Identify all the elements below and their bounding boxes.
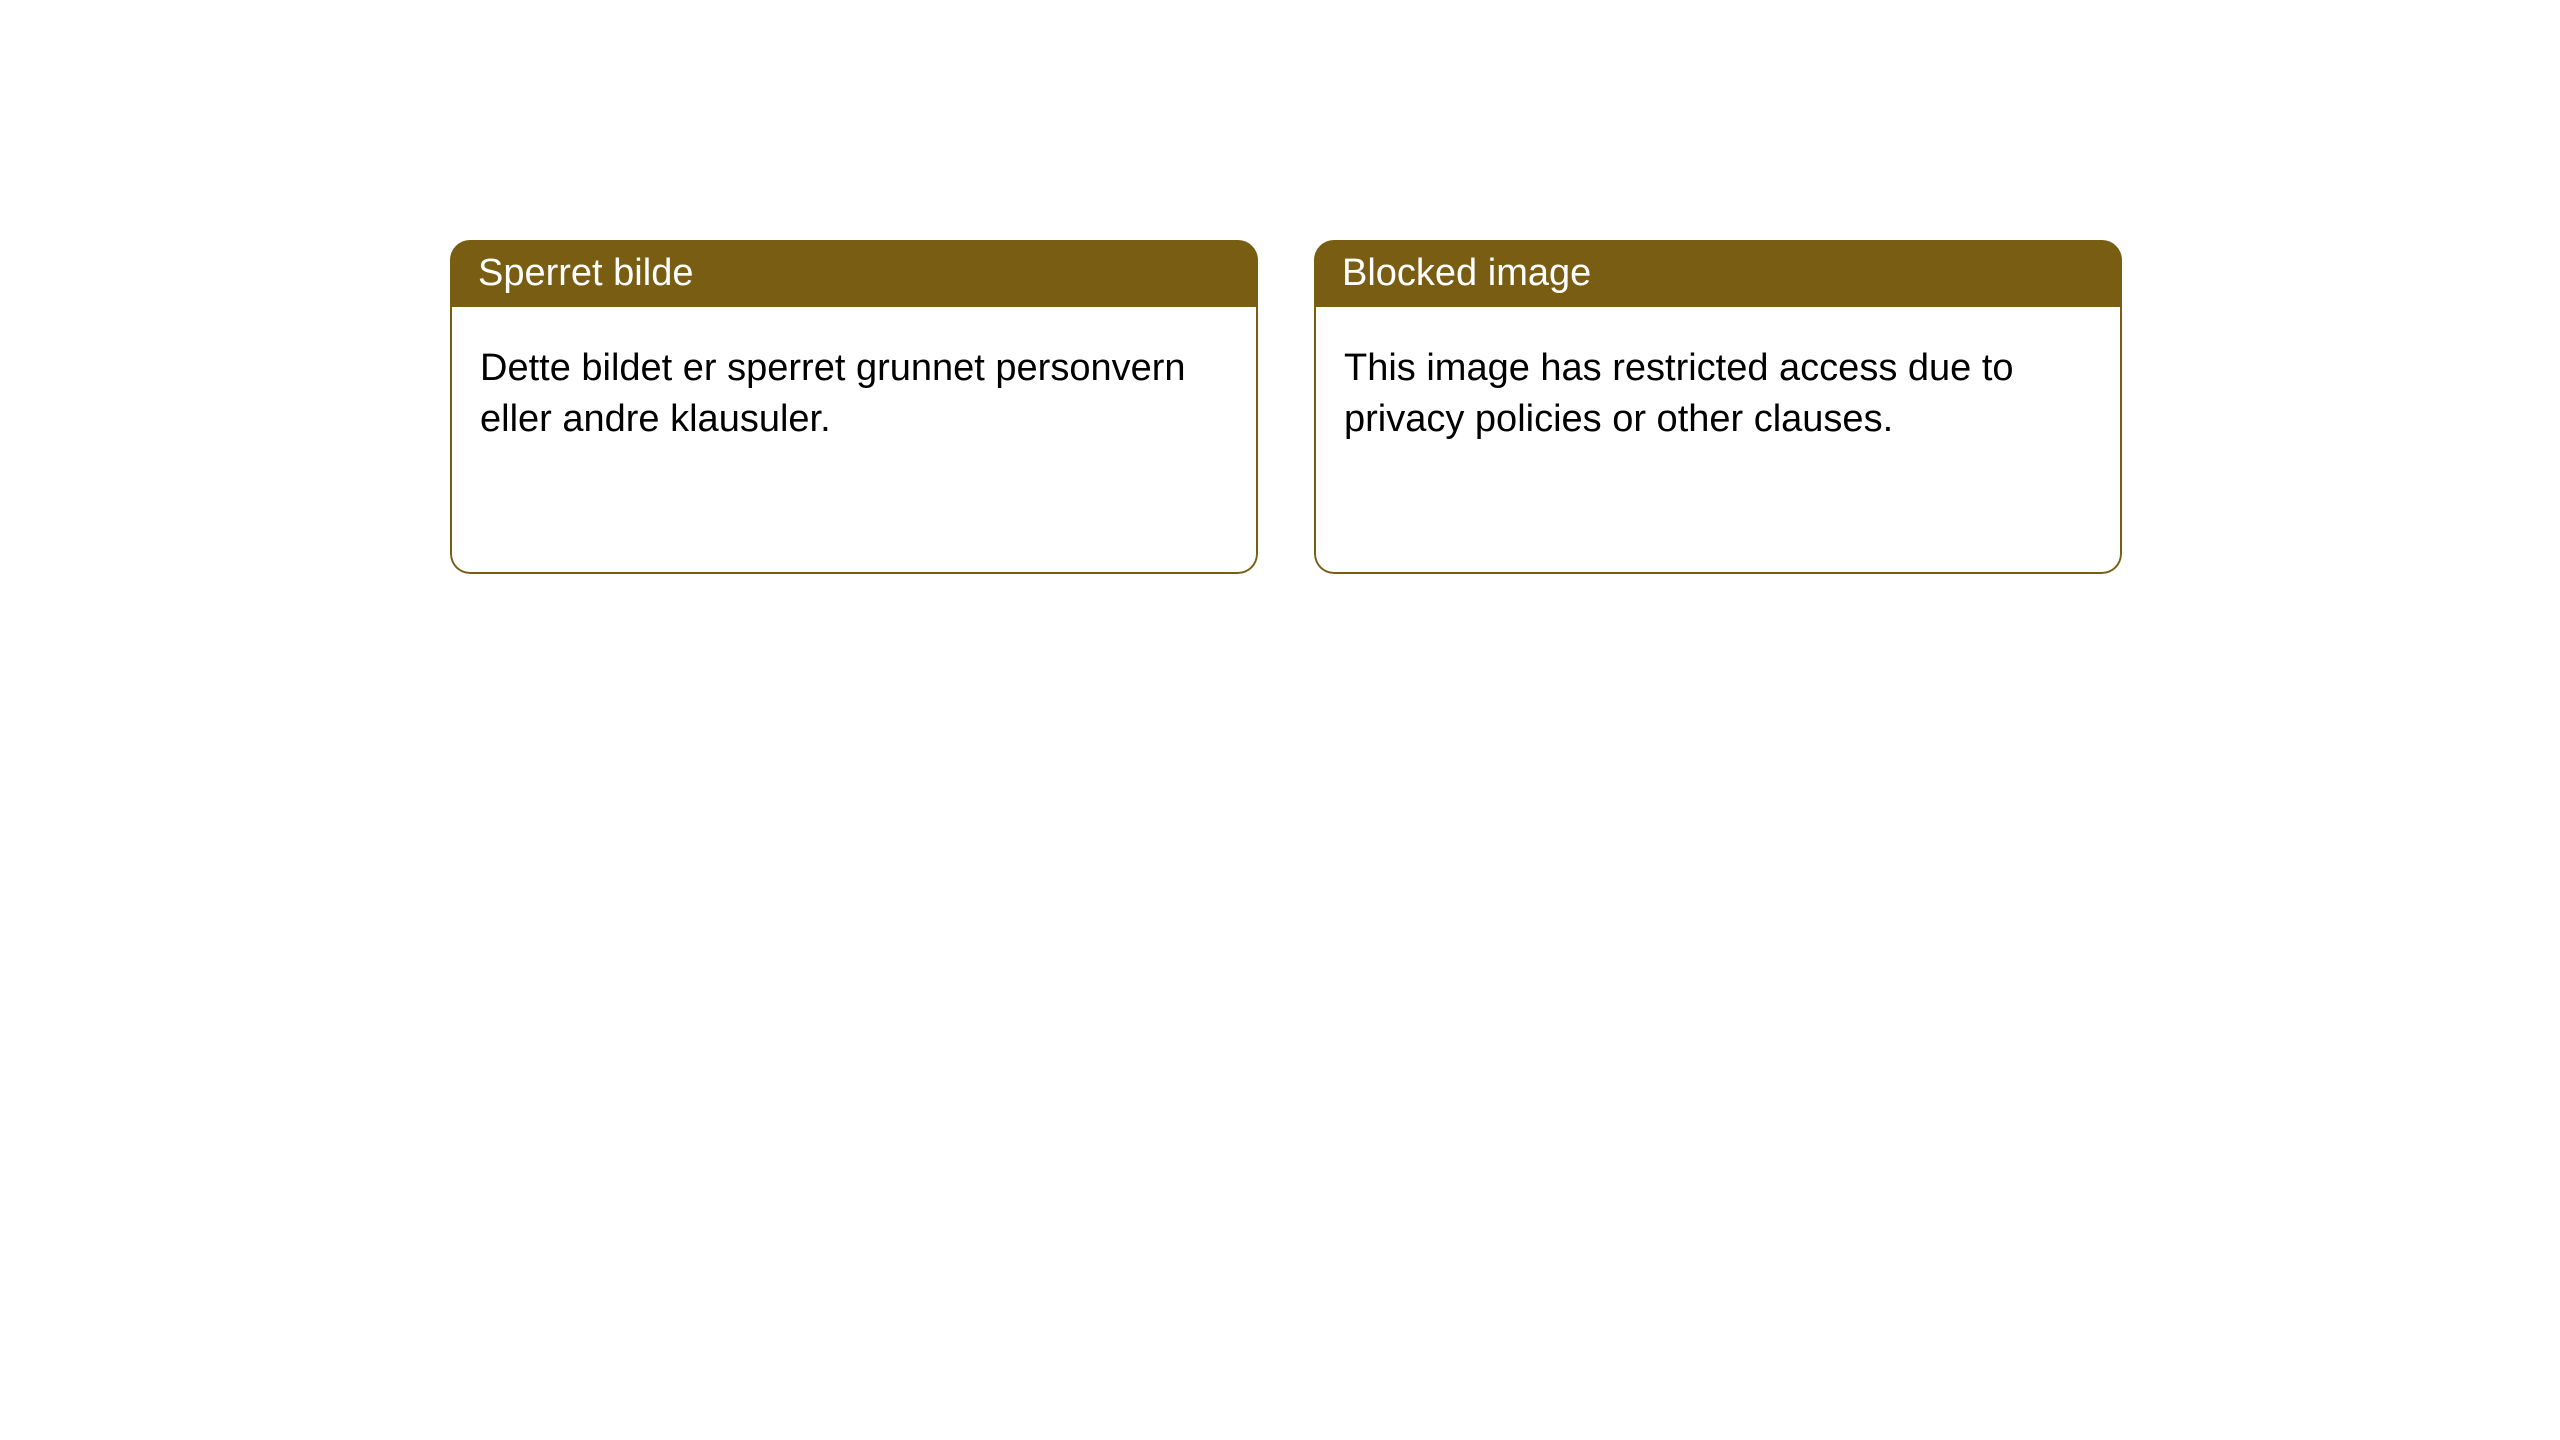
card-message: This image has restricted access due to …	[1344, 347, 2014, 440]
card-header: Blocked image	[1314, 240, 2122, 307]
notice-container: Sperret bilde Dette bildet er sperret gr…	[0, 0, 2560, 574]
card-title: Sperret bilde	[478, 252, 693, 294]
notice-card-english: Blocked image This image has restricted …	[1314, 240, 2122, 574]
card-header: Sperret bilde	[450, 240, 1258, 307]
card-body: This image has restricted access due to …	[1314, 307, 2122, 574]
card-message: Dette bildet er sperret grunnet personve…	[480, 347, 1186, 440]
card-title: Blocked image	[1342, 252, 1591, 294]
notice-card-norwegian: Sperret bilde Dette bildet er sperret gr…	[450, 240, 1258, 574]
card-body: Dette bildet er sperret grunnet personve…	[450, 307, 1258, 574]
